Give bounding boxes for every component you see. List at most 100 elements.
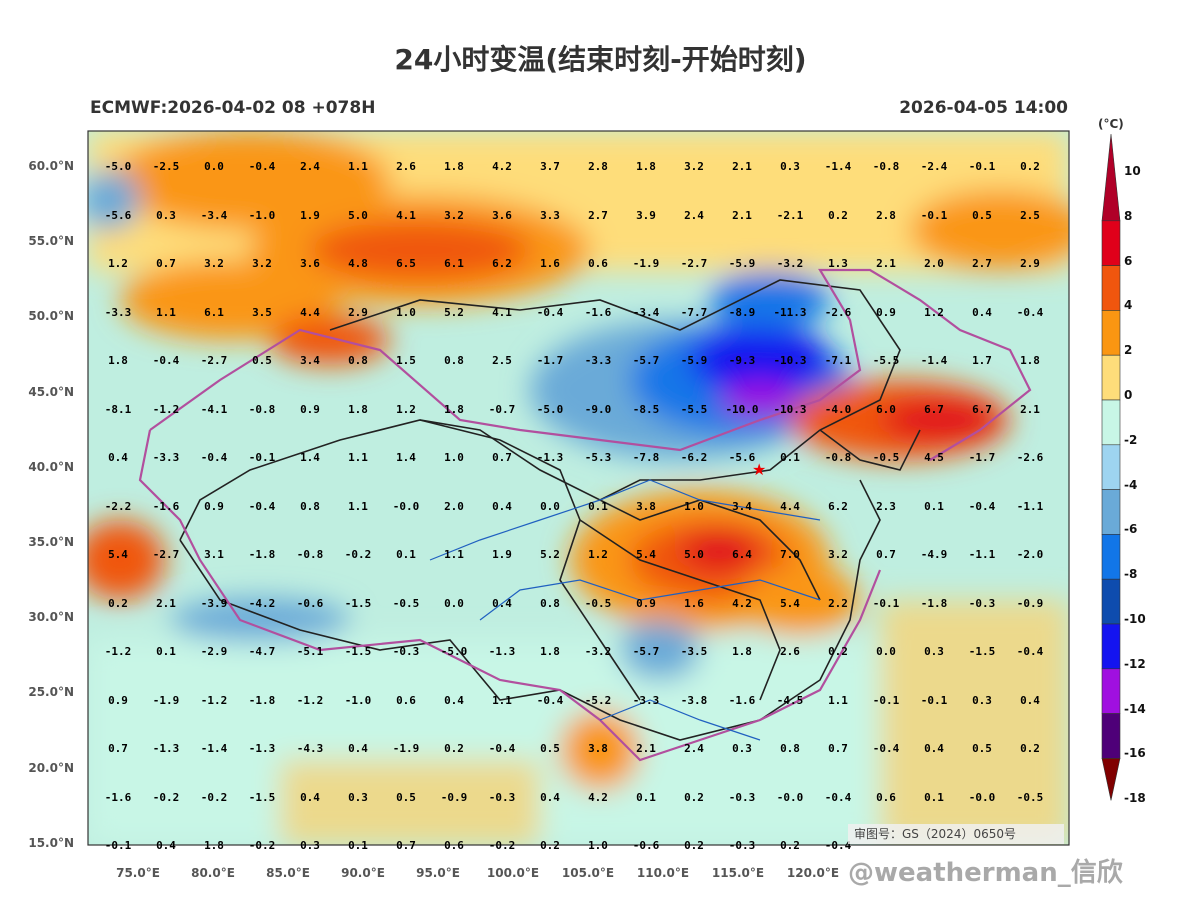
grid-value: 0.8: [540, 596, 560, 610]
grid-value: 0.4: [972, 305, 992, 319]
grid-value: 3.2: [252, 257, 272, 270]
grid-value: 5.0: [348, 208, 368, 222]
grid-value: -0.4: [968, 499, 996, 513]
colorbar-segment: [1101, 489, 1121, 535]
grid-value: 0.5: [252, 354, 272, 367]
grid-value: -4.3: [296, 742, 324, 755]
colorbar-segment: [1101, 310, 1121, 356]
grid-value: 0.2: [540, 839, 560, 852]
grid-value: 6.7: [924, 402, 944, 416]
grid-value: -4.9: [920, 548, 948, 561]
map-title: 24小时变温(结束时刻-开始时刻): [394, 43, 807, 76]
grid-value: -7.1: [824, 354, 852, 367]
grid-value: 1.8: [444, 160, 464, 173]
grid-value: 0.1: [636, 790, 656, 804]
grid-value: -0.4: [152, 354, 180, 367]
grid-value: -1.8: [920, 596, 948, 610]
grid-value: 0.1: [588, 499, 608, 513]
grid-value: -0.7: [488, 402, 516, 416]
grid-value: 1.9: [492, 548, 512, 561]
grid-value: -8.1: [104, 402, 132, 416]
grid-value: -0.5: [872, 451, 900, 464]
grid-value: 0.3: [156, 208, 176, 222]
grid-value: -5.6: [104, 208, 132, 222]
grid-value: -0.1: [104, 839, 132, 852]
grid-value: -5.7: [632, 645, 660, 658]
grid-value: -0.2: [488, 839, 516, 852]
grid-value: 0.4: [348, 742, 368, 755]
grid-value: -0.2: [248, 839, 276, 852]
lon-tick-label: 120.0°E: [786, 866, 840, 880]
grid-value: 2.2: [828, 596, 848, 610]
grid-value: -2.6: [1016, 451, 1044, 464]
grid-value: 0.9: [300, 402, 320, 416]
grid-value: 0.2: [108, 596, 128, 610]
grid-value: 0.0: [444, 596, 464, 610]
grid-value: 0.7: [156, 257, 176, 270]
grid-value: -1.5: [344, 596, 372, 610]
grid-value: 0.6: [396, 693, 416, 707]
grid-value: -1.2: [200, 693, 228, 707]
grid-value: 0.6: [588, 257, 608, 270]
grid-value: -4.0: [824, 402, 852, 416]
grid-value: 0.2: [1020, 742, 1040, 755]
grid-value: 1.1: [492, 693, 512, 707]
grid-value: -5.1: [296, 645, 324, 658]
grid-value: -3.5: [680, 645, 708, 658]
grid-value: 1.1: [156, 305, 176, 319]
grid-value: 0.6: [876, 790, 896, 804]
colorbar-segment: [1101, 220, 1121, 266]
grid-value: -6.2: [680, 451, 708, 464]
grid-value: -1.2: [104, 645, 132, 658]
colorbar-segment: [1101, 444, 1121, 490]
grid-value: -3.9: [200, 596, 228, 610]
country-borders: [138, 268, 1032, 762]
grid-value: 6.7: [972, 402, 992, 416]
grid-value: 0.8: [348, 354, 368, 367]
grid-value: 2.1: [1020, 402, 1040, 416]
grid-value: 0.7: [396, 839, 416, 852]
grid-value: 1.3: [828, 257, 848, 270]
lat-tick-label: 30.0°N: [28, 610, 74, 625]
grid-value: -5.9: [728, 257, 756, 270]
grid-value: -0.4: [200, 451, 228, 464]
grid-value: -8.9: [728, 305, 756, 319]
grid-value: 3.3: [540, 208, 560, 222]
grid-value: 1.2: [588, 548, 608, 561]
grid-value: -5.0: [536, 402, 564, 416]
lat-tick-label: 60.0°N: [28, 159, 74, 173]
grid-value: 0.9: [108, 693, 128, 707]
colorbar: [1101, 133, 1121, 801]
colorbar-segment: [1101, 133, 1121, 222]
grid-value: 0.8: [780, 742, 800, 755]
lon-tick-label: 75.0°E: [116, 866, 160, 880]
grid-value: -0.6: [632, 839, 660, 852]
grid-value: -5.3: [584, 451, 612, 464]
grid-value: 1.1: [828, 693, 848, 707]
lon-tick-label: 85.0°E: [266, 866, 310, 880]
colorbar-tick-label: 10: [1124, 164, 1141, 178]
grid-value: 0.1: [156, 645, 176, 658]
grid-value: 6.5: [396, 257, 416, 270]
grid-value: -4.2: [248, 596, 276, 610]
grid-value: -2.7: [152, 548, 180, 561]
grid-value: -0.2: [200, 790, 228, 804]
grid-value: 1.2: [108, 257, 128, 270]
grid-value: -1.4: [824, 160, 852, 173]
grid-value: 0.8: [300, 499, 320, 513]
grid-value: 0.3: [780, 160, 800, 173]
grid-value: -0.3: [728, 839, 756, 852]
grid-value: -2.7: [680, 257, 708, 270]
grid-value: 1.8: [732, 645, 752, 658]
grid-value: 6.4: [732, 548, 752, 561]
grid-value: -5.2: [584, 693, 612, 707]
grid-value: 2.0: [924, 257, 944, 270]
grid-value: 3.4: [732, 499, 752, 513]
grid-value: 0.0: [204, 160, 224, 173]
grid-value: -0.4: [872, 742, 900, 755]
grid-value: -3.2: [776, 257, 804, 270]
valid-time-label: 2026-04-05 14:00: [899, 98, 1068, 118]
lat-tick-label: 25.0°N: [28, 685, 74, 700]
grid-value: 2.4: [684, 742, 704, 755]
